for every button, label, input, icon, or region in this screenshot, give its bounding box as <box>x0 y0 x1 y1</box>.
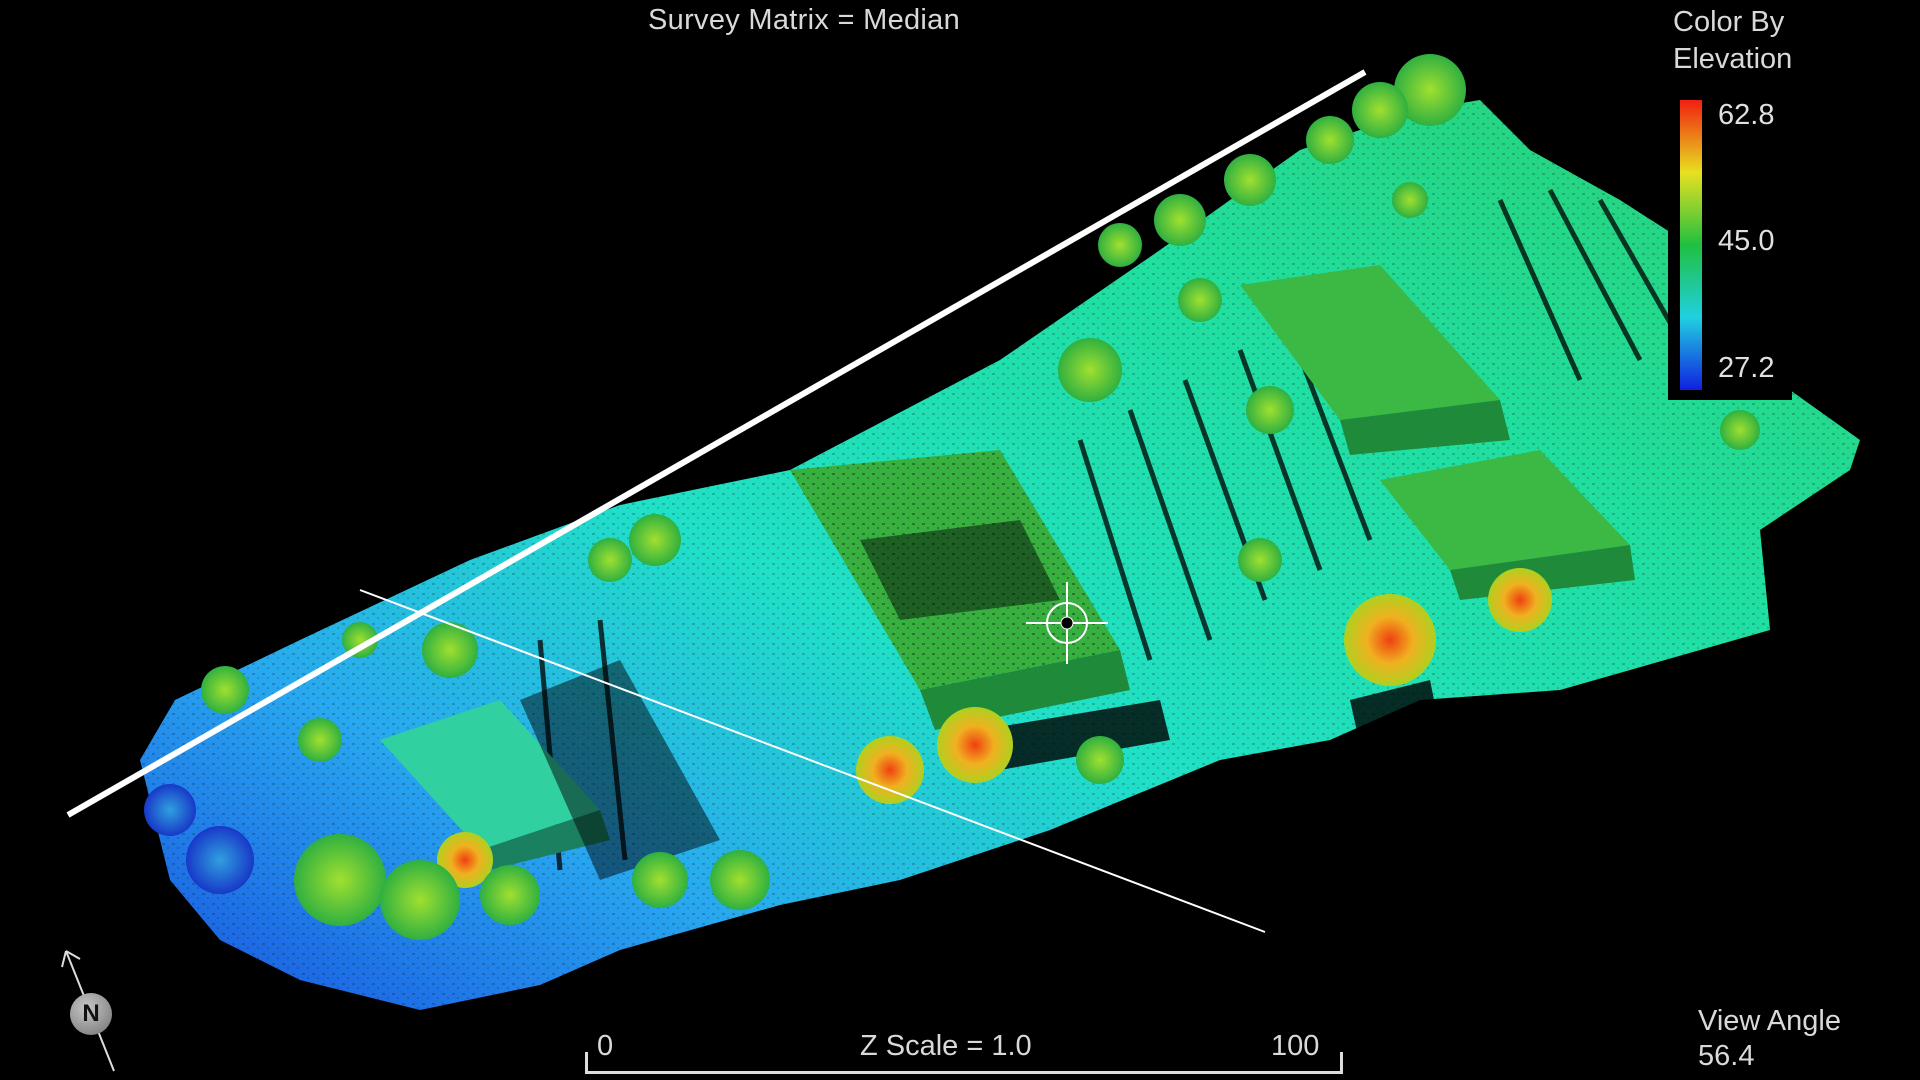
survey-matrix-title: Survey Matrix = Median <box>648 4 961 36</box>
section-line-main <box>66 69 1367 818</box>
trees-north-edge <box>201 54 1760 910</box>
scale-bracket <box>585 1052 1343 1074</box>
legend-max-value: 62.8 <box>1718 99 1775 131</box>
trees-south <box>144 784 688 940</box>
legend-min-value: 27.2 <box>1718 352 1775 384</box>
elevation-legend: Color By Elevation 62.8 45.0 27.2 <box>1668 4 1868 400</box>
building-sw <box>380 700 610 870</box>
z-scale-label: Z Scale = 1.0 <box>860 1030 1032 1062</box>
legend-gradient-bar <box>1680 100 1702 390</box>
view-angle-label: View Angle <box>1698 1005 1841 1037</box>
z-scale-bar: 0 Z Scale = 1.0 100 <box>585 1022 1345 1076</box>
building-ne <box>1240 265 1510 455</box>
section-line-thin <box>359 589 1266 933</box>
parking-stripes <box>537 188 1683 871</box>
north-badge: N <box>70 993 112 1035</box>
legend-color-scale: 62.8 45.0 27.2 <box>1668 94 1792 400</box>
scale-right-label: 100 <box>1271 1030 1320 1062</box>
crosshair-icon[interactable] <box>1026 582 1108 664</box>
scale-left-label: 0 <box>597 1030 614 1062</box>
view-angle-readout: View Angle 56.4 <box>1698 1004 1841 1074</box>
trees-hot <box>437 568 1552 888</box>
legend-title-line1: Color By <box>1673 6 1785 38</box>
shadow-area <box>520 660 1440 880</box>
north-arrow-icon: N <box>56 945 126 1075</box>
legend-mid-value: 45.0 <box>1718 225 1775 257</box>
legend-title: Color By Elevation <box>1673 4 1792 78</box>
legend-title-line2: Elevation <box>1673 43 1793 75</box>
view-angle-value: 56.4 <box>1698 1040 1755 1072</box>
